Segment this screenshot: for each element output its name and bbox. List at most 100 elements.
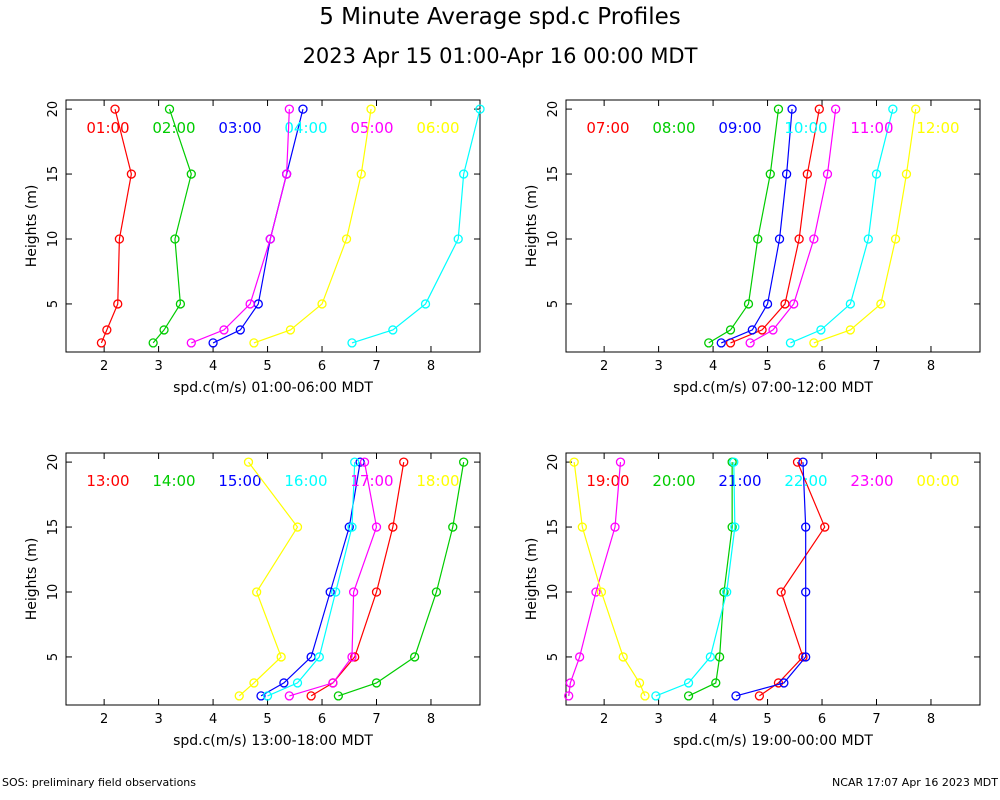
x-tick-label: 5 [263,712,271,727]
data-point [757,325,767,335]
data-point [431,587,442,597]
data-point [591,587,601,597]
data-point [350,457,360,467]
data-point [371,522,382,532]
legend-entry: 15:00 [218,472,261,490]
data-point [348,587,359,597]
data-point [809,338,819,348]
y-tick-label: 5 [546,653,561,661]
data-point [719,587,729,597]
x-tick-label: 7 [372,359,380,374]
data-point [569,457,579,467]
series-line-1900 [759,461,826,697]
data-point [876,299,886,309]
x-tick-label: 8 [927,712,935,727]
x-tick-label: 3 [154,359,162,374]
legend-entry: 12:00 [916,119,959,137]
data-point [292,522,303,532]
data-point [768,325,778,335]
data-point [164,104,175,114]
data-point [347,652,357,662]
series-line-1400 [338,461,465,697]
data-point [651,691,661,701]
data-point [252,587,262,597]
x-tick-label: 6 [318,712,326,727]
data-point [618,652,628,662]
legend-entry: 07:00 [586,119,629,137]
x-tick-label: 8 [427,712,435,727]
data-point [333,691,344,701]
data-point [325,587,335,597]
data-point [615,457,626,467]
data-point [409,652,420,662]
data-point [459,457,469,467]
data-point [388,325,398,335]
legend-entry: 22:00 [784,472,827,490]
plot-frame [65,99,481,353]
legend-entry: 13:00 [86,472,129,490]
x-axis-label: spd.c(m/s) 13:00-18:00 MDT [173,733,373,749]
data-point [148,338,158,348]
x-tick-label: 2 [100,359,108,374]
data-point [371,587,382,597]
series-line-0100 [100,108,132,344]
series-line-0000 [573,462,646,697]
data-point [328,678,338,688]
data-point [219,325,229,335]
x-axis-label: spd.c(m/s) 07:00-12:00 MDT [673,380,873,396]
data-point [801,587,811,597]
data-point [787,104,797,114]
data-point [725,325,736,335]
data-point [779,678,789,688]
data-point [730,522,740,532]
data-point [890,234,901,244]
y-axis-label: Heights (m) [524,185,540,268]
data-point [243,457,254,467]
x-tick-label: 2 [600,712,608,727]
plot-frame [65,452,481,706]
x-tick-label: 5 [263,359,271,374]
data-point [574,652,585,662]
plot-frame [565,452,981,706]
data-point [683,691,694,701]
data-point [347,338,357,348]
data-point [911,104,921,114]
data-point [754,691,765,701]
x-tick-label: 5 [763,359,771,374]
data-point [564,691,574,701]
chart-panel-3: 2 3 4 5 6 7 8 5 10 15 20 spd.c(m/s) 13:00-18:00 MDT… [24,452,481,749]
x-tick-label: 4 [709,712,717,727]
data-point [745,338,755,348]
y-tick-label: 10 [46,231,61,248]
y-tick-label: 10 [546,231,561,248]
data-point [113,299,123,309]
series-line-0200 [152,108,192,344]
y-tick-label: 15 [546,166,561,183]
series-line-2300 [568,462,622,696]
x-tick-label: 2 [100,712,108,727]
legend-entry: 06:00 [416,119,459,137]
footer-source-note: SOS: preliminary field observations [2,776,196,789]
data-point [285,325,296,335]
data-point [780,299,790,309]
data-point [820,522,830,532]
data-point [747,325,757,335]
data-point [781,169,792,179]
data-point [475,104,485,114]
data-point [809,234,819,244]
series-line-0300 [212,108,304,344]
data-point [265,234,275,244]
data-point [186,169,196,179]
data-point [114,234,125,244]
data-point [634,678,645,688]
data-point [102,325,112,335]
data-point [344,522,354,532]
data-point [785,338,796,348]
data-point [798,457,808,467]
data-point [845,325,856,335]
data-point [731,691,741,701]
legend-entry: 21:00 [718,472,761,490]
y-axis-label: Heights (m) [524,538,540,621]
data-point [459,169,469,179]
